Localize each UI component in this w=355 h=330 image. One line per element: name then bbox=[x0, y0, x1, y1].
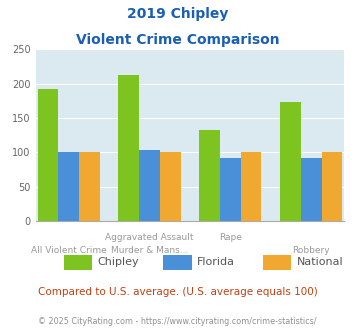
Bar bbox=[220, 158, 241, 221]
Bar bbox=[241, 152, 261, 221]
Bar bbox=[301, 158, 322, 221]
Text: All Violent Crime: All Violent Crime bbox=[31, 246, 106, 255]
Bar bbox=[58, 152, 79, 221]
Text: Rape: Rape bbox=[219, 233, 242, 242]
Text: Murder & Mans...: Murder & Mans... bbox=[111, 246, 188, 255]
Bar bbox=[280, 102, 301, 221]
Bar bbox=[79, 152, 100, 221]
Text: Compared to U.S. average. (U.S. average equals 100): Compared to U.S. average. (U.S. average … bbox=[38, 287, 317, 297]
Text: 2019 Chipley: 2019 Chipley bbox=[127, 7, 228, 20]
Bar bbox=[38, 89, 58, 221]
Text: © 2025 CityRating.com - https://www.cityrating.com/crime-statistics/: © 2025 CityRating.com - https://www.city… bbox=[38, 317, 317, 326]
Text: Florida: Florida bbox=[197, 257, 235, 267]
Bar bbox=[199, 130, 220, 221]
Text: Violent Crime Comparison: Violent Crime Comparison bbox=[76, 33, 279, 47]
Text: Chipley: Chipley bbox=[98, 257, 139, 267]
Text: Robbery: Robbery bbox=[293, 246, 330, 255]
Bar bbox=[139, 150, 160, 221]
Bar bbox=[160, 152, 181, 221]
Bar bbox=[322, 152, 342, 221]
Text: National: National bbox=[296, 257, 343, 267]
Text: Aggravated Assault: Aggravated Assault bbox=[105, 233, 194, 242]
Bar bbox=[119, 75, 139, 221]
